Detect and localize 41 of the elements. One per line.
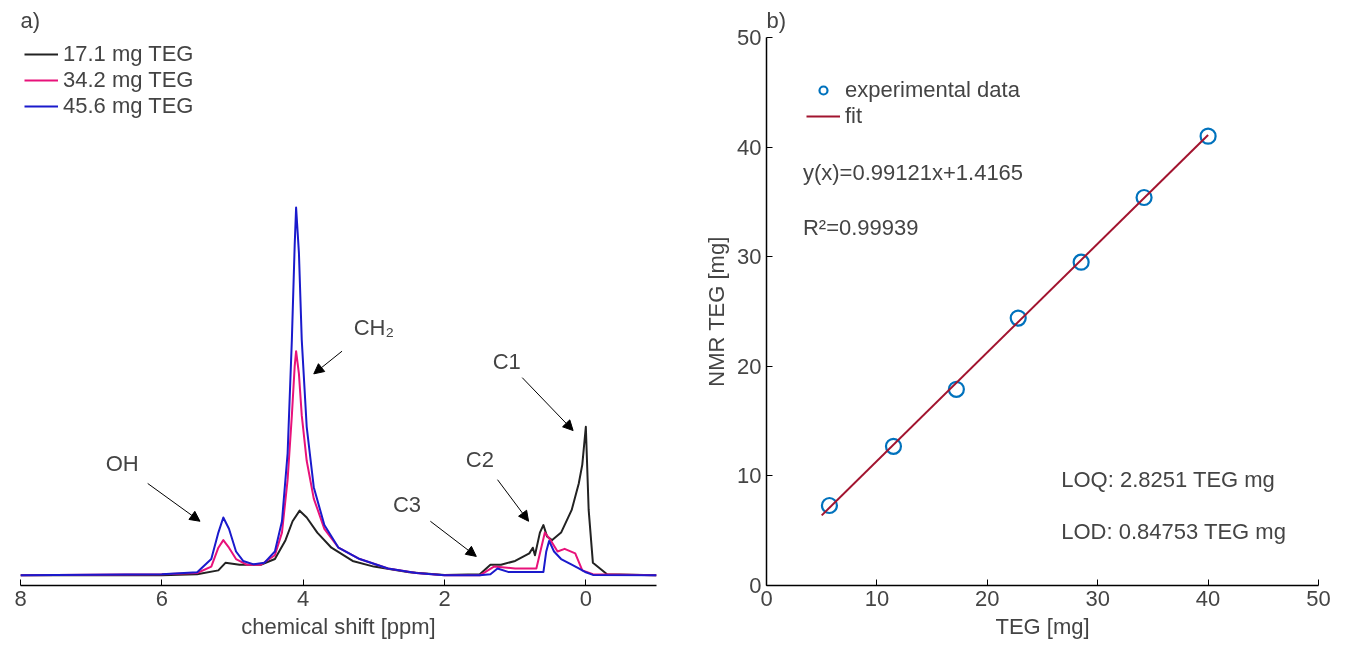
x-tick-label: 6 xyxy=(155,585,168,611)
point xyxy=(1009,309,1027,327)
point xyxy=(1072,253,1090,271)
y-tick-label: 20 xyxy=(737,353,762,379)
x-tick-label: 10 xyxy=(864,585,890,611)
annotation: y(x)=0.99121x+1.4165 xyxy=(802,160,1024,186)
y-tick-label: 40 xyxy=(737,134,762,160)
y-axis-title: NMR TEG [mg] xyxy=(704,236,730,387)
x-tick-label: 20 xyxy=(975,585,1000,611)
x-tick-label: 30 xyxy=(1085,585,1110,611)
annotation: CH₂ xyxy=(353,314,394,340)
legend-label: 17.1 mg TEG xyxy=(63,41,194,67)
chart-title: b) xyxy=(766,7,787,33)
point xyxy=(947,380,965,398)
x-axis-title: TEG [mg] xyxy=(995,613,1090,639)
legend-label: fit xyxy=(845,103,864,129)
point xyxy=(820,496,839,515)
annotation: LOQ: 2.8251 TEG mg xyxy=(1061,467,1275,493)
x-tick-label: 8 xyxy=(14,585,27,611)
x-axis-title: chemical shift [ppm] xyxy=(241,613,436,639)
y-tick-label: 10 xyxy=(737,463,762,489)
annotation: R²=0.99939 xyxy=(802,215,919,241)
annotation: C1 xyxy=(492,348,521,374)
y-tick-label: 30 xyxy=(737,244,762,270)
annotation: LOD: 0.84753 TEG mg xyxy=(1061,518,1286,544)
point xyxy=(1199,127,1217,145)
x-tick-label: 50 xyxy=(1306,585,1331,611)
point xyxy=(1135,188,1153,207)
point xyxy=(884,437,903,455)
chart-title: a) xyxy=(20,7,41,33)
legend-label: 34.2 mg TEG xyxy=(63,67,194,93)
annotation: C3 xyxy=(392,492,422,518)
x-tick-label: 4 xyxy=(297,585,310,611)
legend-label: experimental data xyxy=(845,77,1020,103)
y-tick-label: 50 xyxy=(737,25,762,50)
annotation: C2 xyxy=(465,447,494,473)
x-tick-label: 2 xyxy=(438,585,451,611)
x-tick-label: 0 xyxy=(579,585,592,611)
legend-label: 45.6 mg TEG xyxy=(63,93,194,119)
x-tick-label: 40 xyxy=(1195,585,1221,611)
annotation: OH xyxy=(105,450,139,476)
